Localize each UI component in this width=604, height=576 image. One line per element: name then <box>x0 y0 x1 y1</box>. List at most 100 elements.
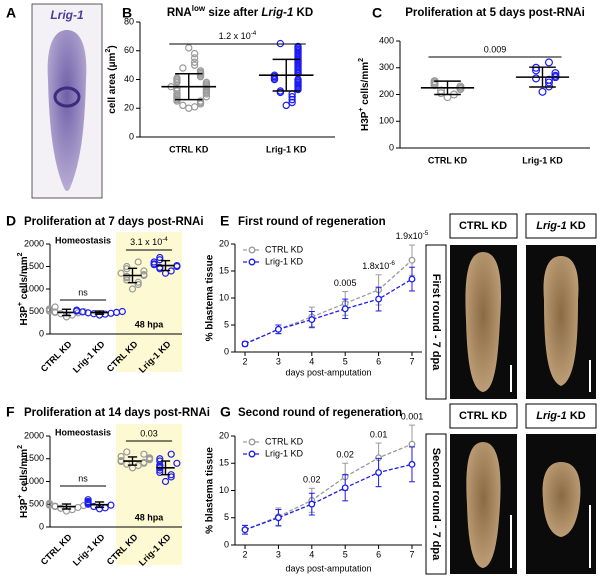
text-part: KD <box>567 410 586 422</box>
data-point <box>156 263 164 271</box>
significance-label: 0.009 <box>484 44 507 54</box>
data-point <box>190 103 199 111</box>
x-tick-label: 2 <box>243 549 248 559</box>
series-line <box>244 259 413 345</box>
y-tick-label: 0 <box>224 539 229 549</box>
image-label: Lrig-1 <box>50 8 84 22</box>
x-axis-label: days post-amputation <box>285 563 371 573</box>
y-tick-label: 400 <box>379 35 394 45</box>
data-point <box>274 325 282 333</box>
photos-e <box>425 213 597 400</box>
data-point <box>375 469 383 476</box>
x-tick-label: Lrig-1 KD <box>71 339 107 375</box>
superscript: + <box>17 494 24 498</box>
text-part: KD <box>293 7 313 19</box>
region-shade <box>116 232 182 372</box>
text-part: H3P <box>19 306 30 326</box>
region-label: Homeostasis <box>55 235 111 245</box>
x-tick-label: Lrig-1 KD <box>71 532 107 568</box>
data-point <box>123 448 131 456</box>
panel-letter: D <box>6 213 16 229</box>
x-tick-label: Lrig-1 KD <box>266 144 307 154</box>
y-axis-label: H3P+ cells/mm2 <box>17 252 29 325</box>
text-part: RNA <box>167 7 192 19</box>
data-point <box>134 258 142 266</box>
text-part: 1.9x10 <box>396 231 423 241</box>
x-tick-label: 4 <box>309 356 314 366</box>
y-axis-label: % blastema tissue <box>205 254 216 341</box>
data-point <box>84 496 92 504</box>
data-point <box>123 262 131 271</box>
annotation: 0.02 <box>303 475 321 485</box>
annotation: 0.005 <box>334 278 357 288</box>
y-tick-label: 0 <box>224 346 229 356</box>
legend-marker <box>248 246 256 254</box>
data-point <box>190 58 199 66</box>
data-point <box>241 340 249 348</box>
significance-label: 1.2 x 10-4 <box>219 30 257 41</box>
legend-label: CTRL KD <box>265 436 304 446</box>
y-tick-label: 20 <box>219 238 229 248</box>
panel-letter: G <box>220 404 231 420</box>
y-tick-label: 1000 <box>24 476 44 486</box>
superscript: 2 <box>105 49 112 53</box>
y-tick-label: 0 <box>389 142 394 152</box>
data-point <box>341 484 349 492</box>
chart-title: Proliferation at 5 days post-RNAi <box>405 7 585 19</box>
photo-header: CTRL KD <box>459 220 507 232</box>
data-point <box>134 280 142 289</box>
y-tick-label: 2000 <box>24 430 44 440</box>
y-axis-label: H3P+ cells/mm2 <box>358 58 370 131</box>
y-tick-label: 1000 <box>24 283 44 293</box>
data-point <box>118 307 126 316</box>
data-point <box>179 64 187 72</box>
data-point <box>140 450 148 458</box>
italic-text: Lrig-1 <box>536 220 567 232</box>
legend-label: CTRL KD <box>265 244 304 254</box>
data-point <box>274 514 282 522</box>
text-part: cells/mm <box>19 256 30 302</box>
series-line <box>244 278 413 345</box>
data-point <box>123 276 131 284</box>
text-part: 1.2 x 10 <box>219 31 251 41</box>
x-tick-label: 6 <box>376 549 381 559</box>
data-point <box>156 455 164 463</box>
data-point <box>107 309 115 317</box>
data-point <box>117 269 125 277</box>
data-point <box>544 78 553 87</box>
text-part: 1.8x10 <box>362 261 389 271</box>
data-point <box>282 101 290 110</box>
data-point <box>185 44 193 52</box>
data-point <box>107 501 115 509</box>
data-point <box>294 42 302 51</box>
data-point <box>140 271 148 279</box>
legend-label: Lrig-1 KD <box>265 256 304 266</box>
data-point <box>51 303 59 311</box>
photo-side-label: First round - 7 dpa <box>430 274 442 371</box>
data-point <box>167 450 175 458</box>
y-tick-label: 5 <box>224 512 229 522</box>
text-part: size after <box>205 7 261 19</box>
data-point <box>341 305 349 313</box>
x-tick-label: 4 <box>309 549 314 559</box>
data-point <box>456 82 465 91</box>
y-tick-label: 1500 <box>24 261 44 271</box>
italic-text: Lrig-1 <box>261 7 293 19</box>
x-tick-label: 6 <box>376 356 381 366</box>
data-point <box>551 71 560 80</box>
y-tick-label: 2000 <box>24 238 44 248</box>
photo-header: CTRL KD <box>459 410 507 422</box>
x-tick-label: 7 <box>409 356 414 366</box>
data-point <box>375 295 383 303</box>
data-point <box>173 74 181 82</box>
photos-g <box>425 403 597 575</box>
chart-title: Proliferation at 7 days post-RNAi <box>24 216 204 228</box>
data-point <box>408 275 416 283</box>
significance-label: ns <box>78 287 88 297</box>
x-tick-label: 2 <box>243 356 248 366</box>
y-axis-label: cell area (μm2) <box>105 45 117 113</box>
photo-header: Lrig-1 KD <box>536 220 586 232</box>
x-axis-label: days post-amputation <box>285 367 371 377</box>
text-part: 3.1 x 10 <box>130 237 162 247</box>
